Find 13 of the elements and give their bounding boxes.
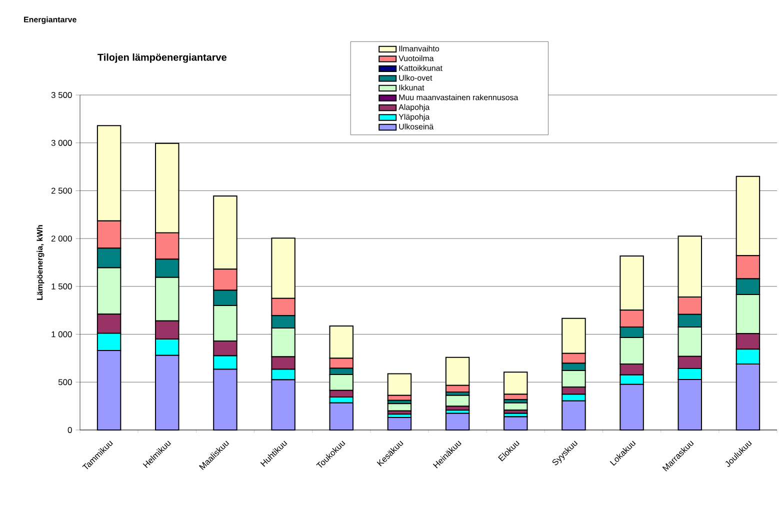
y-tick-label: 2 000	[51, 236, 72, 242]
chart-title: Tilojen lämpöenergiantarve	[98, 53, 226, 63]
y-tick-label: 1 500	[52, 283, 72, 290]
y-tick-label: 3 000	[51, 140, 72, 146]
bar	[387, 373, 412, 396]
y-tick-label: 1 000	[52, 331, 72, 338]
bar	[387, 403, 412, 412]
bar	[445, 394, 470, 407]
y-tick-label: 0	[68, 426, 72, 433]
y-tick-label: 3 500	[51, 92, 72, 98]
bar	[504, 372, 528, 395]
y-tick-label: 500	[58, 379, 72, 386]
y-tick-label: 2 500	[51, 188, 72, 194]
